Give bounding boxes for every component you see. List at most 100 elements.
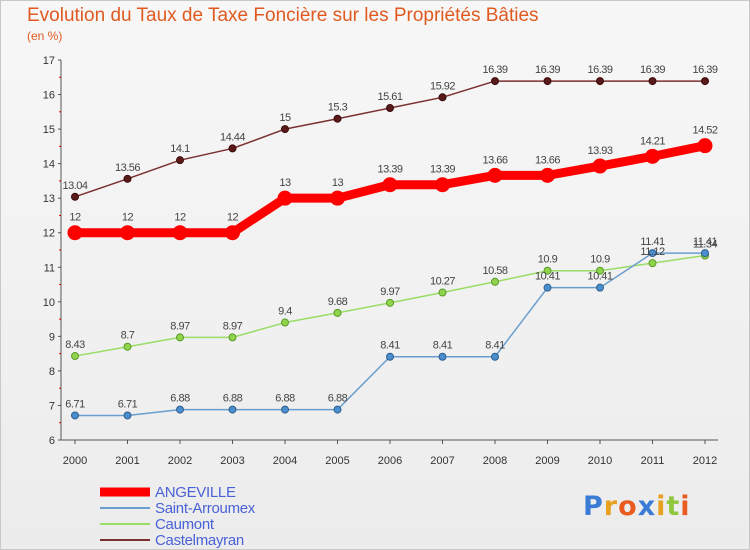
data-point xyxy=(596,266,604,275)
data-label: 14.52 xyxy=(692,125,717,137)
data-point xyxy=(333,114,342,123)
data-label: 6.88 xyxy=(223,393,243,405)
data-point xyxy=(123,411,132,420)
x-tick-label: 2001 xyxy=(115,455,139,467)
series-layer xyxy=(67,77,713,420)
data-point xyxy=(172,225,188,241)
data-label: 13.39 xyxy=(430,164,455,176)
data-label: 13.56 xyxy=(115,162,140,174)
x-tick-label: 2010 xyxy=(588,455,612,467)
logo-letter: i xyxy=(680,491,691,522)
data-label: 12 xyxy=(174,212,186,224)
data-point xyxy=(596,77,604,86)
data-point xyxy=(71,352,79,361)
data-point xyxy=(438,288,447,297)
data-point xyxy=(176,333,184,342)
data-label: 14.21 xyxy=(640,135,665,147)
data-point xyxy=(648,259,657,268)
x-tick-label: 2008 xyxy=(483,455,507,467)
data-label: 14.1 xyxy=(170,143,190,155)
data-label: 8.97 xyxy=(170,320,190,332)
data-point xyxy=(543,283,552,292)
legend-label: Saint-Arroumex xyxy=(155,500,256,517)
data-label: 9.4 xyxy=(278,306,292,318)
x-tick-label: 2009 xyxy=(535,455,559,467)
logo-letter: r xyxy=(603,491,619,522)
y-tick-label: 10 xyxy=(43,297,55,309)
y-tick-label: 17 xyxy=(43,55,55,67)
data-label: 13.93 xyxy=(587,145,612,157)
y-tick-label: 13 xyxy=(43,193,55,205)
data-point xyxy=(540,167,555,183)
y-tick-label: 11 xyxy=(44,262,55,274)
data-point xyxy=(228,333,237,342)
data-label: 10.27 xyxy=(430,275,455,287)
data-point xyxy=(543,77,552,86)
data-point xyxy=(281,318,289,327)
proxiti-logo: Proxiti xyxy=(583,491,691,522)
data-label: 14.44 xyxy=(220,131,245,143)
data-label: 15.61 xyxy=(377,91,402,103)
data-label: 10.9 xyxy=(538,254,558,266)
data-label: 16.39 xyxy=(482,64,507,76)
data-point xyxy=(491,352,499,361)
x-tick-label: 2002 xyxy=(168,455,192,467)
data-label: 16.39 xyxy=(692,64,717,76)
logo-letter: t xyxy=(666,491,681,522)
data-label: 13 xyxy=(332,177,344,189)
data-label: 11.41 xyxy=(640,236,665,248)
data-point xyxy=(382,177,398,193)
data-point xyxy=(697,138,713,154)
logo-letter: x xyxy=(637,491,657,522)
data-point xyxy=(592,158,608,174)
data-label: 13.04 xyxy=(62,180,87,192)
y-tick-label: 7 xyxy=(49,400,55,412)
data-label: 8.41 xyxy=(485,340,505,352)
data-point xyxy=(67,225,83,241)
y-tick-label: 16 xyxy=(43,90,55,102)
data-label: 6.71 xyxy=(118,398,138,410)
data-point xyxy=(225,225,240,241)
data-label: 13 xyxy=(279,177,291,189)
data-point xyxy=(648,77,657,86)
data-label: 6.88 xyxy=(170,393,190,405)
data-point xyxy=(701,77,709,86)
x-tick-label: 2003 xyxy=(220,455,244,467)
data-point xyxy=(386,298,394,307)
x-tick-label: 2000 xyxy=(63,455,87,467)
x-tick-label: 2006 xyxy=(378,455,402,467)
x-tick-label: 2011 xyxy=(641,455,665,467)
data-point xyxy=(176,156,184,165)
data-label: 8.43 xyxy=(65,339,85,351)
data-label: 6.88 xyxy=(275,393,295,405)
data-label: 10.9 xyxy=(590,254,610,266)
data-label: 8.41 xyxy=(433,340,453,352)
data-label: 8.41 xyxy=(380,340,400,352)
data-label: 9.97 xyxy=(380,286,400,298)
data-point xyxy=(333,308,342,317)
data-point xyxy=(123,342,132,351)
logo-letter: P xyxy=(583,491,604,522)
y-tick-label: 6 xyxy=(49,435,55,447)
data-point xyxy=(487,167,503,183)
data-point xyxy=(176,405,184,414)
data-point xyxy=(596,283,604,292)
data-label: 12 xyxy=(69,212,81,224)
chart-axes: 6 7 8 9 10 11 12 13 14 15 16 17 2000 2001 2002 2003 2004… xyxy=(43,55,718,467)
data-label: 8.7 xyxy=(121,330,135,342)
data-label: 13.66 xyxy=(482,154,507,166)
data-label: 11.34 xyxy=(693,239,718,251)
data-label: 15 xyxy=(279,112,291,124)
data-point xyxy=(120,225,135,241)
legend-label: Caumont xyxy=(155,516,215,533)
y-tick-label: 12 xyxy=(43,228,55,240)
data-label: 6.88 xyxy=(328,393,348,405)
y-tick-label: 14 xyxy=(43,159,55,171)
chart-title: Evolution du Taux de Taxe Foncière sur l… xyxy=(27,5,539,26)
data-label: 13.66 xyxy=(535,154,560,166)
data-label: 11.41 xyxy=(693,236,718,248)
data-point xyxy=(648,249,657,258)
data-point xyxy=(438,93,447,102)
data-point xyxy=(281,405,289,414)
